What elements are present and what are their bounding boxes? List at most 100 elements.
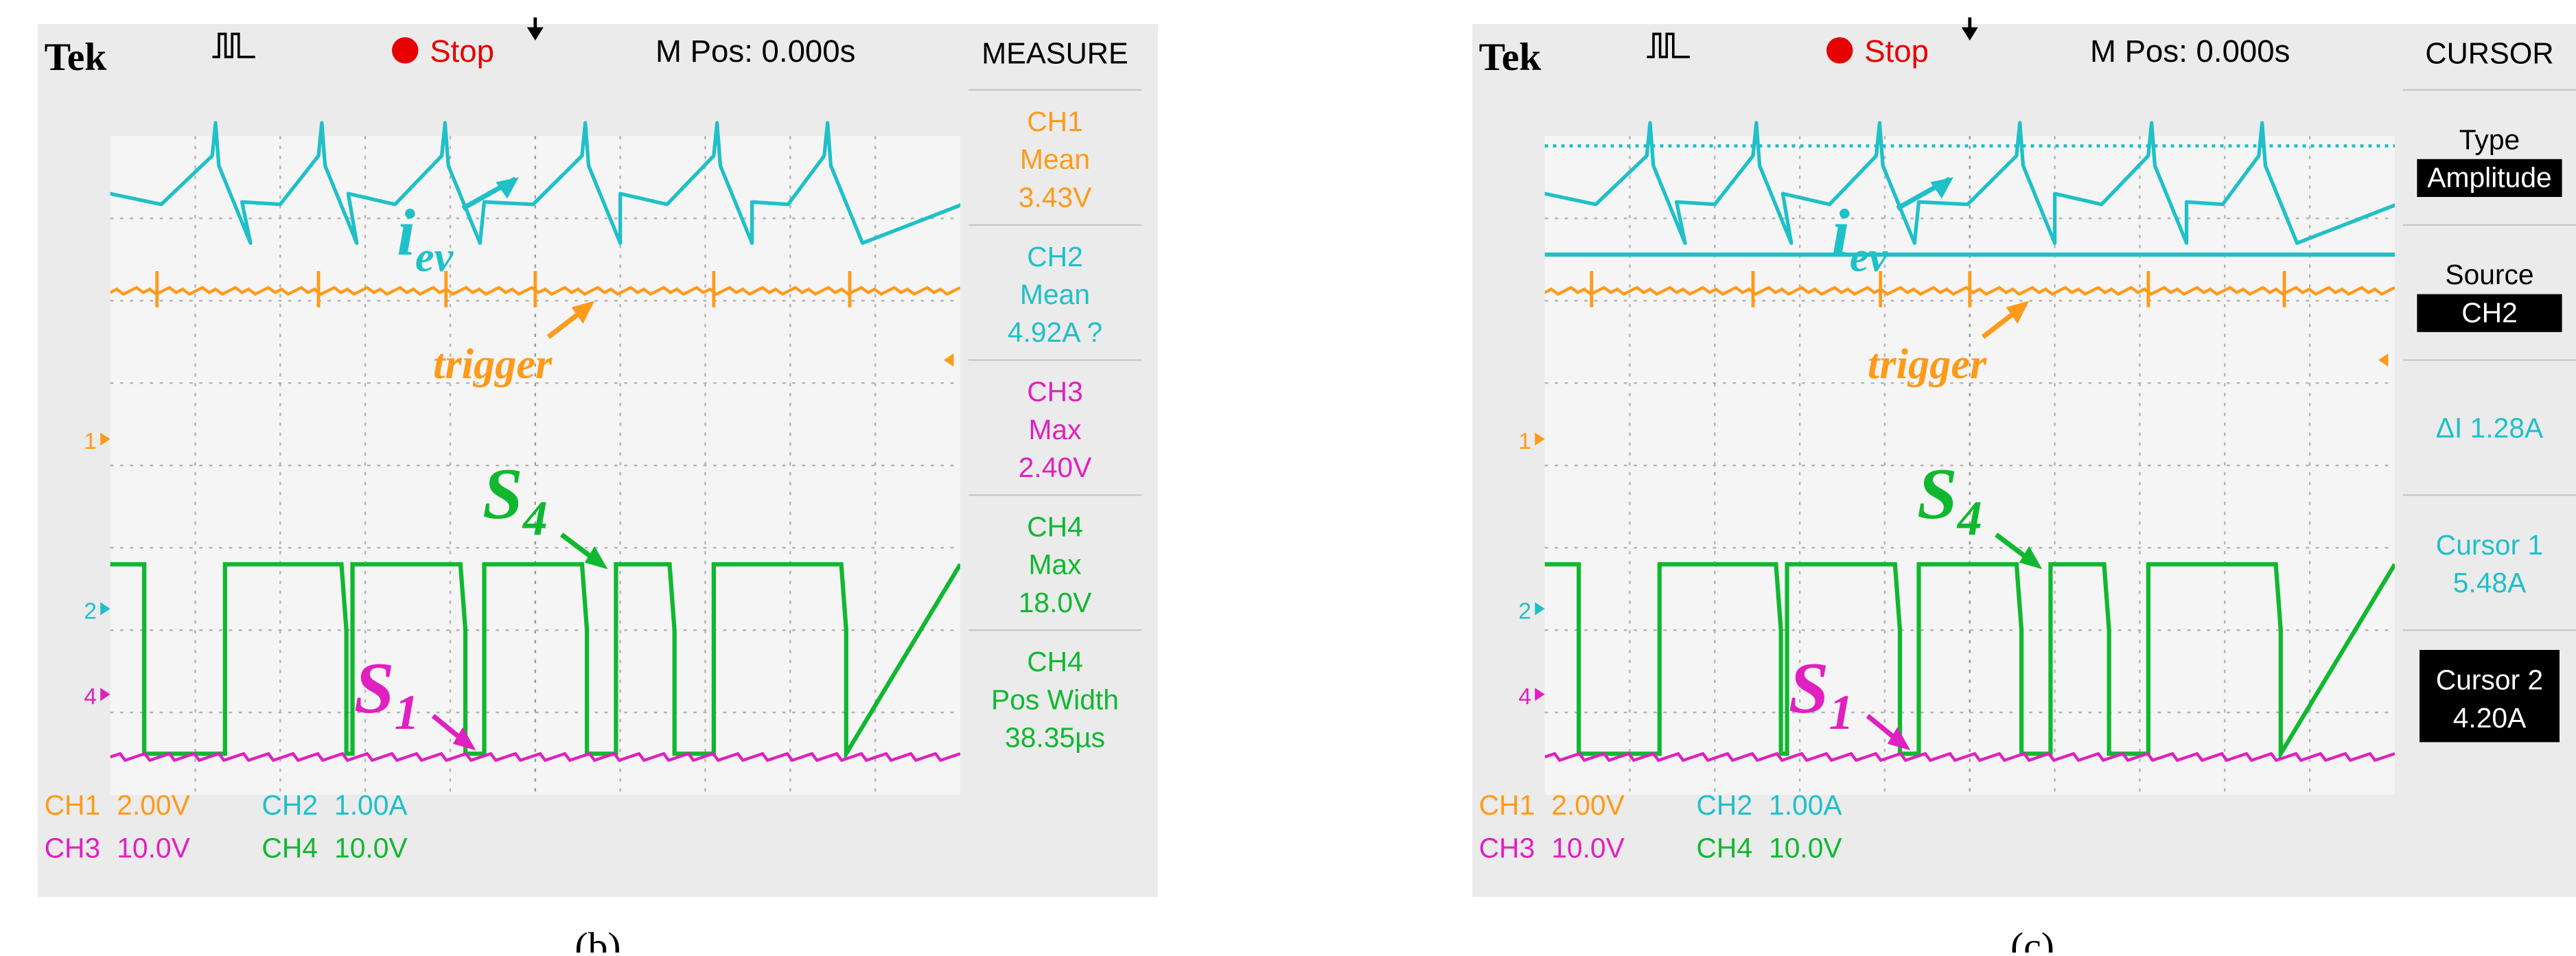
panel-value-box [2417,159,2562,197]
panel-value-text: CH2 [2461,296,2518,328]
ground-marker-label: 4 [84,684,97,710]
channel-scale-value: 10.0V [117,832,190,863]
channel-scale-value: 10.0V [1551,832,1625,863]
position-readout: M Pos: 0.000s [2090,34,2290,69]
trigger-position-marker [1961,17,1978,40]
panel-item-text: Cursor 1 [2436,529,2543,561]
channel-scale-name: CH3 [45,832,101,863]
ground-marker-arrow [1535,602,1545,616]
channel-scale-value: 10.0V [1769,832,1842,863]
channel-scale-name: CH4 [1696,832,1752,863]
channel-scale-name: CH3 [1479,832,1535,863]
panel-item-text: CH2 [1027,241,1083,272]
channel-scale-name: CH1 [1479,789,1535,821]
trigger-arrowhead [2006,301,2030,324]
panel-item-text: Mean [1020,143,1090,175]
panel-item-highlight [2420,650,2560,743]
s1-arrowhead [452,727,476,751]
caption: (c) [2010,925,2054,953]
channel-scale-name: CH4 [262,832,318,863]
s4-subscript: 4 [522,491,548,546]
panel-item-text: 4.92A ? [1008,316,1102,348]
panel-title: CURSOR [2425,38,2553,71]
trigger-level-marker [944,353,954,367]
channel-scale-value: 2.00V [117,789,190,821]
channel-scale-name: CH2 [262,789,318,821]
ground-marker-arrow [1535,432,1545,446]
panel-item-text: 5.48A [2453,567,2527,598]
brand-label: Tek [45,36,107,79]
s1-trace [110,751,961,762]
ground-marker-arrow [100,688,111,701]
ground-marker-arrow [100,602,111,616]
s1-arrowhead [1887,727,1911,751]
run-state-label: Stop [1864,34,1929,69]
channel-scale-value: 10.0V [334,832,408,863]
channel-scale-value: 1.00A [1769,789,1842,821]
panel-item-text: CH4 [1027,511,1083,542]
panel-item-text: CH4 [1027,646,1083,677]
panel-item-text: 4.20A [2453,702,2527,734]
stop-icon [392,37,419,64]
iev-arrowhead [1930,177,1953,199]
trigger-position-marker [526,17,544,40]
panel-item-text: Max [1028,414,1081,445]
panel-item-text: Mean [1020,279,1090,310]
trigger-trace [1544,285,2395,296]
trigger-trace [110,285,961,296]
ground-marker-arrow [1535,688,1545,701]
panel-item-text: Source [2445,259,2533,290]
ground-marker-label: 1 [84,429,97,454]
scope-c: Tek Stop M Pos: 0.000s124ievtriggerS4S1CUR… [1472,17,2576,956]
stop-icon [1826,37,1853,64]
panel-item-text: Pos Width [991,684,1119,715]
panel-item-text: Cursor 2 [2436,664,2543,696]
channel-scale-value: 1.00A [334,789,408,821]
panel-title: MEASURE [982,38,1128,71]
panel-item-text: Max [1028,549,1081,581]
channel-scale-name: CH1 [45,789,101,821]
trigger-mode-icon [1647,32,1690,58]
brand-label: Tek [1479,36,1542,79]
panel-item-text: 38.35µs [1005,722,1105,754]
iev-arrowhead [496,177,519,199]
ground-marker-label: 2 [1518,598,1531,624]
s4-subscript: 4 [1956,491,1982,546]
s4-arrowhead [584,546,608,570]
panel-item-text: CH3 [1027,376,1083,408]
ground-marker-arrow [100,432,111,446]
s4-annotation: S4 [483,454,548,546]
trace-group [1544,121,2395,762]
iev-trace [1544,121,2395,245]
caption: (b) [575,925,620,953]
panel-value-box [2417,294,2562,332]
run-state-label: Stop [430,34,494,69]
trigger-annotation: trigger [1868,340,1987,388]
s1-subscript: 1 [395,685,419,740]
trigger-mode-icon [212,32,255,58]
s4-trace [1544,562,2395,762]
channel-scale-name: CH2 [1696,789,1752,821]
ground-marker-label: 1 [1518,429,1531,454]
trigger-arrowhead [571,301,595,324]
panel-item-text: 18.0V [1019,587,1092,618]
iev-subscript: ev [1850,233,1889,281]
iev-subscript: ev [415,233,454,281]
s1-subscript: 1 [1829,685,1854,740]
trigger-annotation: trigger [433,340,553,388]
panel-item-text: CH1 [1027,106,1083,137]
panel-value-text: Amplitude [2427,162,2551,194]
panel-item-text: ΔI 1.28A [2436,412,2544,443]
panel-item-text: 3.43V [1019,181,1092,213]
s4-trace [110,562,961,762]
ground-marker-label: 2 [84,598,97,624]
panel-item-text: 2.40V [1019,452,1092,483]
ground-marker-label: 4 [1518,684,1531,710]
iev-trace [110,121,961,245]
s4-arrowhead [2019,546,2043,570]
panel-item-text: Type [2459,124,2520,155]
channel-scale-value: 2.00V [1551,789,1625,821]
trace-group [110,121,961,762]
